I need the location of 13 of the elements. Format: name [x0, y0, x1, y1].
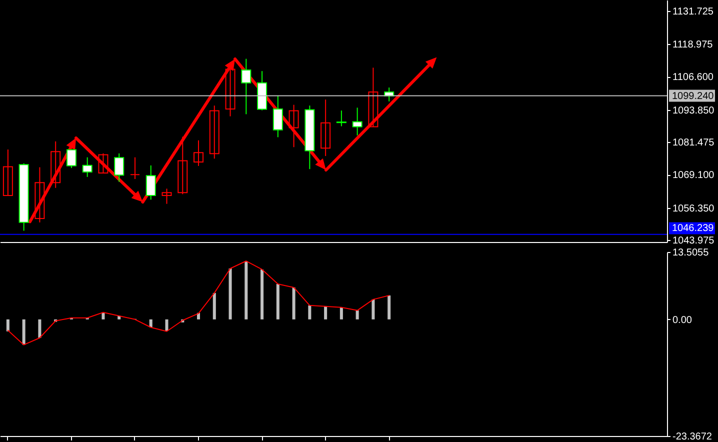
ref-line-label: 1099.240 [672, 90, 714, 102]
y-tick-label: 1093.850 [672, 105, 715, 116]
y-tick-label: 1056.350 [672, 203, 715, 214]
y-tick-label: 1131.725 [672, 6, 714, 18]
y-tick-label: 1106.600 [672, 72, 714, 84]
y-tick-label: 0.00 [672, 314, 692, 326]
ref-line-label: 1046.239 [672, 223, 714, 234]
y-tick-label: -23.3672 [672, 432, 712, 442]
y-tick-label: 1081.475 [672, 138, 715, 149]
y-tick-label: 1043.975 [672, 236, 715, 247]
y-tick-label: 1118.975 [672, 40, 714, 51]
y-tick-label: 13.5055 [672, 248, 710, 258]
y-tick-label: 1069.100 [672, 170, 715, 182]
